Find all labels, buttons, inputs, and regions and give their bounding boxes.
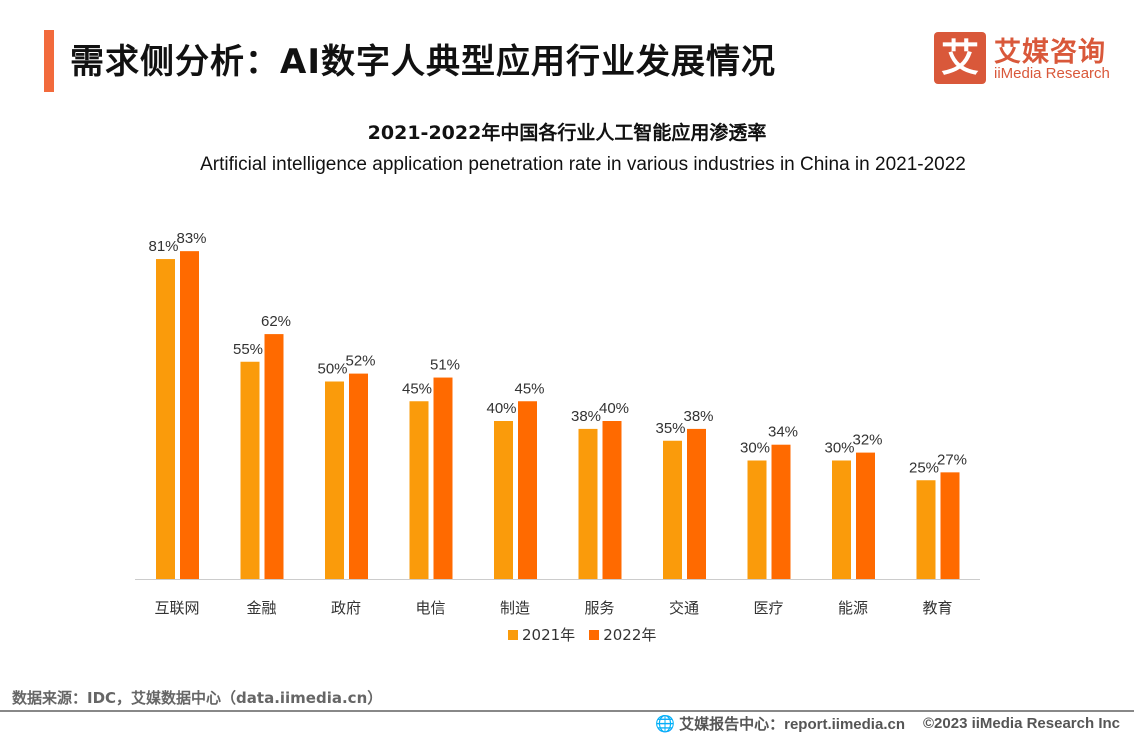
x-tick-label: 教育 — [922, 599, 952, 617]
footer: 🌐 艾媒报告中心：report.iimedia.cn ©2023 iiMedia… — [655, 713, 1120, 734]
bar-2021年-教育 — [916, 480, 936, 579]
bar-2022年-交通 — [687, 428, 706, 579]
x-tick-label: 制造 — [500, 599, 530, 617]
data-label: 51% — [430, 357, 460, 374]
data-label: 81% — [148, 238, 178, 255]
data-label: 34% — [768, 424, 798, 441]
copyright: ©2023 iiMedia Research Inc — [923, 715, 1120, 732]
data-label: 30% — [740, 440, 770, 457]
bar-2021年-能源 — [832, 460, 851, 579]
bar-2021年-交通 — [663, 440, 682, 579]
data-label: 45% — [402, 380, 432, 397]
logo-cn-text: 艾媒咨询 — [994, 37, 1106, 68]
x-tick-label: 交通 — [669, 599, 699, 617]
logo-mark: 艾 — [934, 32, 986, 84]
legend-swatch-2021 — [508, 629, 518, 640]
x-tick-label: 能源 — [838, 599, 868, 617]
data-label: 55% — [233, 341, 263, 358]
x-tick-label: 互联网 — [154, 599, 199, 617]
bar-2022年-政府 — [349, 373, 368, 579]
data-label: 25% — [909, 459, 939, 476]
bar-2022年-金融 — [264, 334, 284, 579]
legend-item-2022: 2022年 — [589, 624, 656, 645]
data-label: 30% — [824, 440, 854, 457]
data-label: 83% — [176, 230, 206, 247]
legend-label-2021: 2021年 — [522, 626, 576, 644]
bar-2021年-服务 — [578, 428, 598, 579]
report-center-link[interactable]: 艾媒报告中心：report.iimedia.cn — [679, 716, 905, 733]
footer-divider — [0, 710, 1134, 712]
x-tick-label: 电信 — [415, 599, 445, 617]
data-label: 27% — [937, 451, 967, 468]
chart-subtitle: Artificial intelligence application pene… — [200, 154, 966, 175]
x-tick-label: 金融 — [246, 599, 276, 617]
bar-2022年-教育 — [940, 472, 960, 579]
bar-2022年-能源 — [856, 452, 875, 579]
legend-item-2021: 2021年 — [508, 624, 575, 645]
data-label: 38% — [571, 408, 601, 425]
legend-label-2022: 2022年 — [603, 626, 657, 644]
bar-2021年-政府 — [325, 381, 344, 579]
bar-2022年-制造 — [518, 401, 537, 579]
data-label: 35% — [655, 420, 685, 437]
data-label: 45% — [514, 380, 544, 397]
data-label: 52% — [345, 353, 375, 370]
bar-2022年-服务 — [602, 421, 622, 579]
x-tick-label: 政府 — [331, 599, 361, 617]
page-title: 需求侧分析：AI数字人典型应用行业发展情况 — [70, 42, 776, 82]
data-label: 40% — [486, 400, 516, 417]
legend-swatch-2022 — [589, 629, 600, 640]
bar-2021年-电信 — [409, 401, 429, 579]
iimedia-logo: 艾 艾媒咨询 iiMedia Research — [934, 32, 1124, 88]
data-label: 50% — [317, 361, 347, 378]
bar-2021年-医疗 — [747, 460, 767, 579]
x-tick-label: 服务 — [584, 599, 614, 617]
legend: 2021年 2022年 — [508, 624, 656, 645]
bar-2022年-医疗 — [771, 444, 791, 579]
bar-2021年-互联网 — [156, 259, 175, 579]
bar-2022年-互联网 — [180, 251, 199, 579]
chart-title: 2021-2022年中国各行业人工智能应用渗透率 — [367, 122, 767, 144]
data-label: 62% — [261, 313, 291, 330]
x-tick-label: 医疗 — [753, 599, 783, 617]
bar-2021年-金融 — [240, 361, 260, 579]
data-label: 40% — [599, 400, 629, 417]
data-source: 数据来源：IDC，艾媒数据中心（data.iimedia.cn） — [12, 689, 383, 707]
title-accent-bar — [44, 30, 54, 92]
bar-2021年-制造 — [494, 421, 513, 579]
data-label: 38% — [683, 408, 713, 425]
logo-en-text: iiMedia Research — [994, 65, 1110, 82]
bar-2022年-电信 — [433, 377, 453, 579]
globe-icon: 🌐 — [655, 715, 676, 733]
data-label: 32% — [852, 432, 882, 449]
